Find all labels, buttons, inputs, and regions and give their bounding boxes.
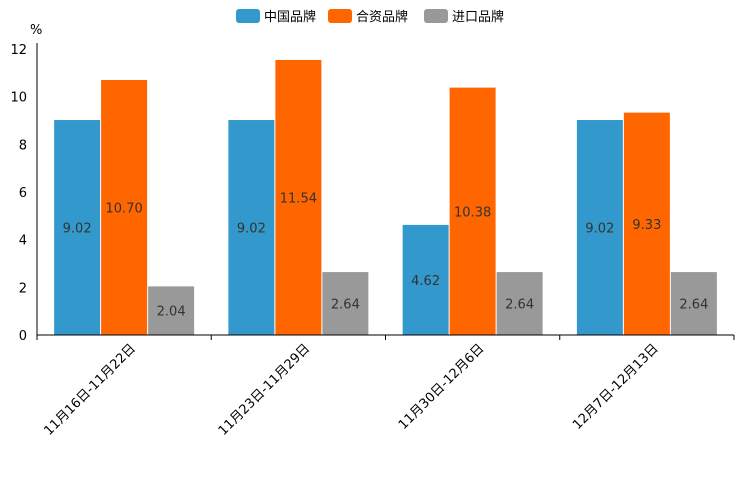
y-axis: 0 2 4 6 8 10 12 xyxy=(10,43,38,344)
bar-value-label: 9.02 xyxy=(237,222,266,237)
y-tick-label: 12 xyxy=(10,43,27,58)
x-category-label: 12月7日-12月13日 xyxy=(570,341,662,433)
y-tick-label: 6 xyxy=(19,186,27,201)
legend-label: 进口品牌 xyxy=(452,9,504,25)
bar-value-label: 9.02 xyxy=(585,222,614,237)
x-category-label: 11月23日-11月29日 xyxy=(216,341,313,438)
y-tick-label: 2 xyxy=(19,281,27,296)
y-tick-label: 0 xyxy=(19,329,27,344)
bar-value-label: 2.04 xyxy=(157,305,186,320)
legend-label: 合资品牌 xyxy=(356,9,408,25)
bar xyxy=(576,120,623,335)
bar xyxy=(670,272,717,335)
bar xyxy=(275,59,322,336)
bars: 9.02 10.70 2.04 9.02 11.54 2.64 4.62 10.38 2.64 9… xyxy=(54,59,717,336)
bar xyxy=(623,112,670,335)
bar-value-label: 2.64 xyxy=(505,298,534,313)
x-axis: 11月16日-11月22日 11月23日-11月29日 11月30日-12月6日 12… xyxy=(36,334,735,439)
bar-value-label: 10.38 xyxy=(454,205,491,220)
legend-swatch xyxy=(236,9,260,23)
bar xyxy=(496,272,543,335)
y-tick-label: 4 xyxy=(19,234,27,249)
bar xyxy=(148,286,195,335)
bar-value-label: 9.33 xyxy=(632,218,661,233)
bar-value-label: 11.54 xyxy=(280,191,317,206)
y-axis-unit-label: % xyxy=(30,23,42,38)
bar xyxy=(449,87,496,335)
x-category-label: 11月30日-12月6日 xyxy=(396,341,488,433)
x-category-label: 11月16日-11月22日 xyxy=(41,341,138,438)
legend-label: 中国品牌 xyxy=(264,9,316,25)
legend-swatch xyxy=(424,9,448,23)
bar-value-label: 2.64 xyxy=(679,298,708,313)
bar xyxy=(228,120,275,335)
legend: 中国品牌 合资品牌 进口品牌 xyxy=(236,9,504,25)
bar xyxy=(322,272,369,335)
bar-value-label: 10.70 xyxy=(106,201,143,216)
y-tick-label: 8 xyxy=(19,138,27,153)
y-tick-label: 10 xyxy=(10,91,27,106)
bar-value-label: 2.64 xyxy=(331,298,360,313)
bar xyxy=(101,79,148,335)
bar-value-label: 4.62 xyxy=(411,274,440,289)
legend-swatch xyxy=(328,9,352,23)
bar xyxy=(54,120,101,335)
bar xyxy=(402,224,449,335)
bar-value-label: 9.02 xyxy=(63,222,92,237)
